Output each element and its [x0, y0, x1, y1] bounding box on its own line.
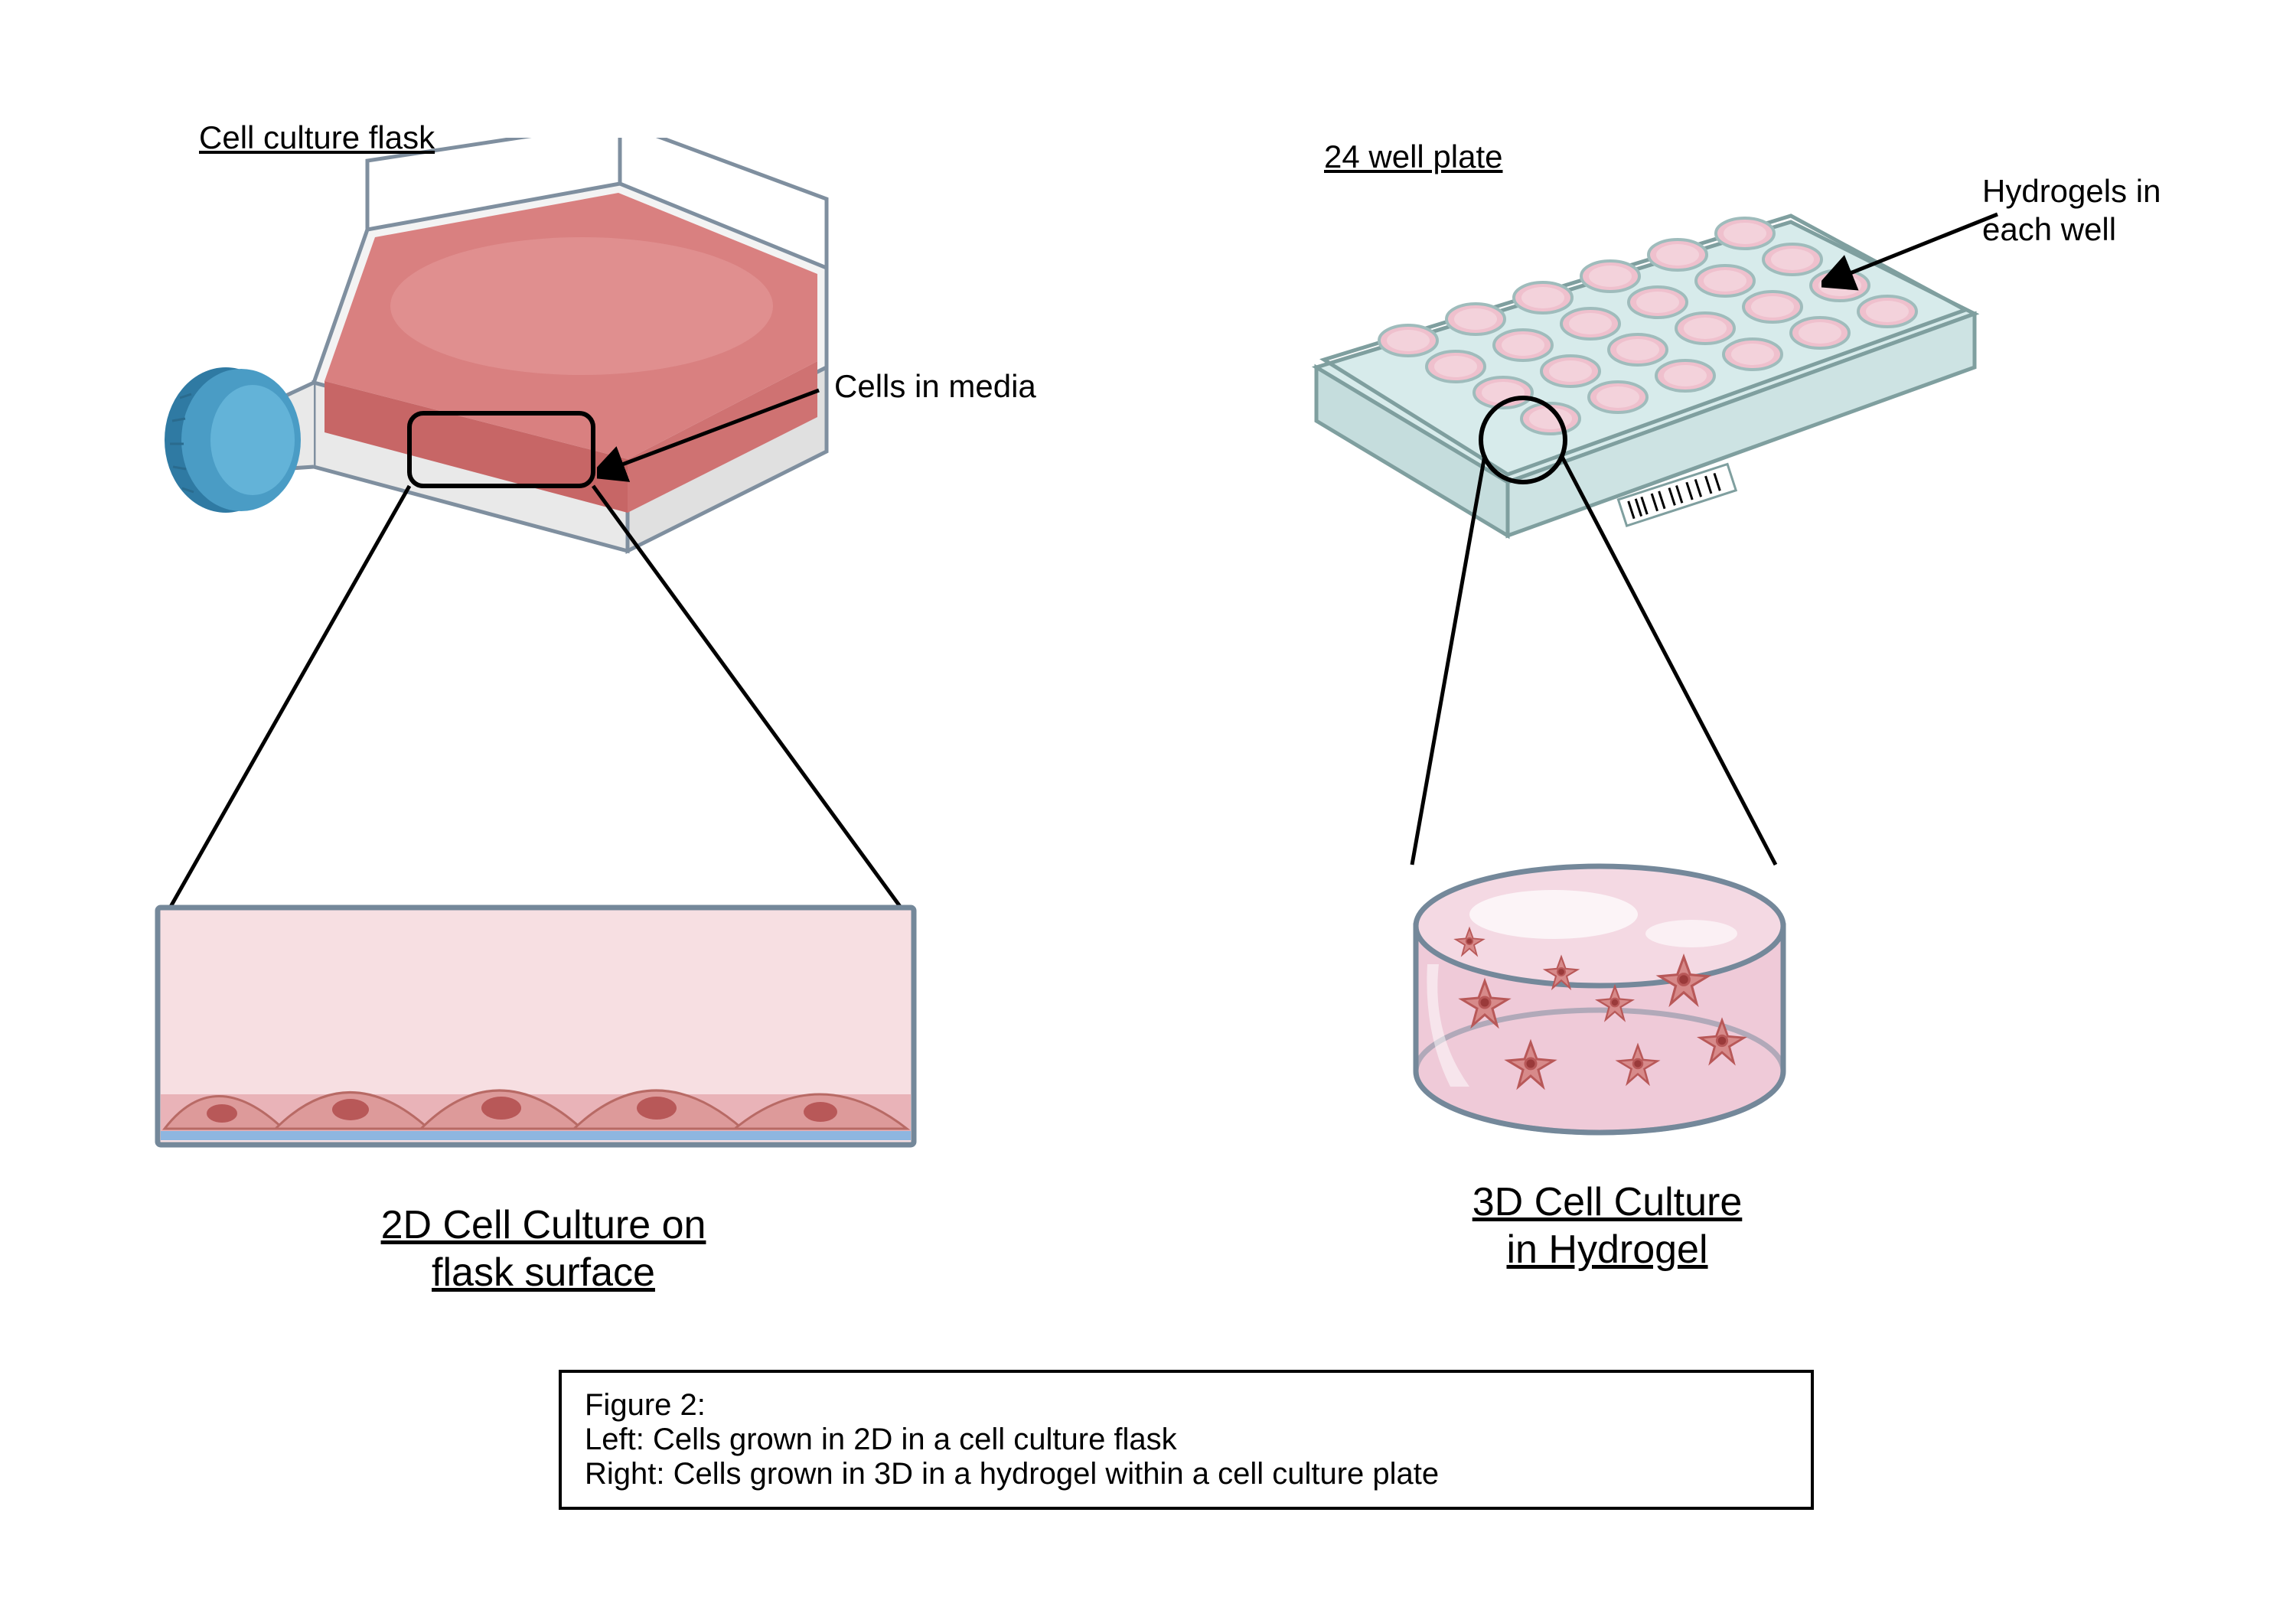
flask-title: Cell culture flask	[199, 119, 435, 157]
right-caption-l1: 3D Cell Culture	[1393, 1178, 1821, 1226]
right-caption-l2: in Hydrogel	[1393, 1226, 1821, 1273]
arrow-cells-in-media	[597, 375, 834, 497]
figure-caption-box: Figure 2: Left: Cells grown in 2D in a c…	[559, 1370, 1814, 1510]
hydrogels-label: Hydrogels in each well	[1982, 172, 2161, 249]
left-caption-l1: 2D Cell Culture on	[230, 1201, 857, 1249]
hydrogel-cylinder	[1385, 842, 1814, 1163]
left-caption: 2D Cell Culture on flask surface	[230, 1201, 857, 1297]
plate-title: 24 well plate	[1324, 138, 1502, 176]
fig-line-1: Figure 2:	[585, 1388, 1788, 1423]
left-caption-l2: flask surface	[230, 1249, 857, 1296]
fig-line-2: Left: Cells grown in 2D in a cell cultur…	[585, 1423, 1788, 1457]
zoom-2d-panel	[153, 903, 918, 1156]
right-caption: 3D Cell Culture in Hydrogel	[1393, 1178, 1821, 1274]
cells-in-media-label: Cells in media	[834, 367, 1036, 406]
fig-line-3: Right: Cells grown in 3D in a hydrogel w…	[585, 1457, 1788, 1491]
